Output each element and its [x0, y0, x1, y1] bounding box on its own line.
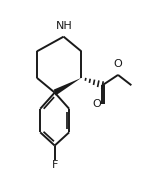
Text: F: F — [52, 160, 58, 170]
Polygon shape — [54, 78, 81, 96]
Text: NH: NH — [56, 21, 73, 32]
Text: O: O — [92, 99, 101, 109]
Text: O: O — [114, 59, 122, 69]
